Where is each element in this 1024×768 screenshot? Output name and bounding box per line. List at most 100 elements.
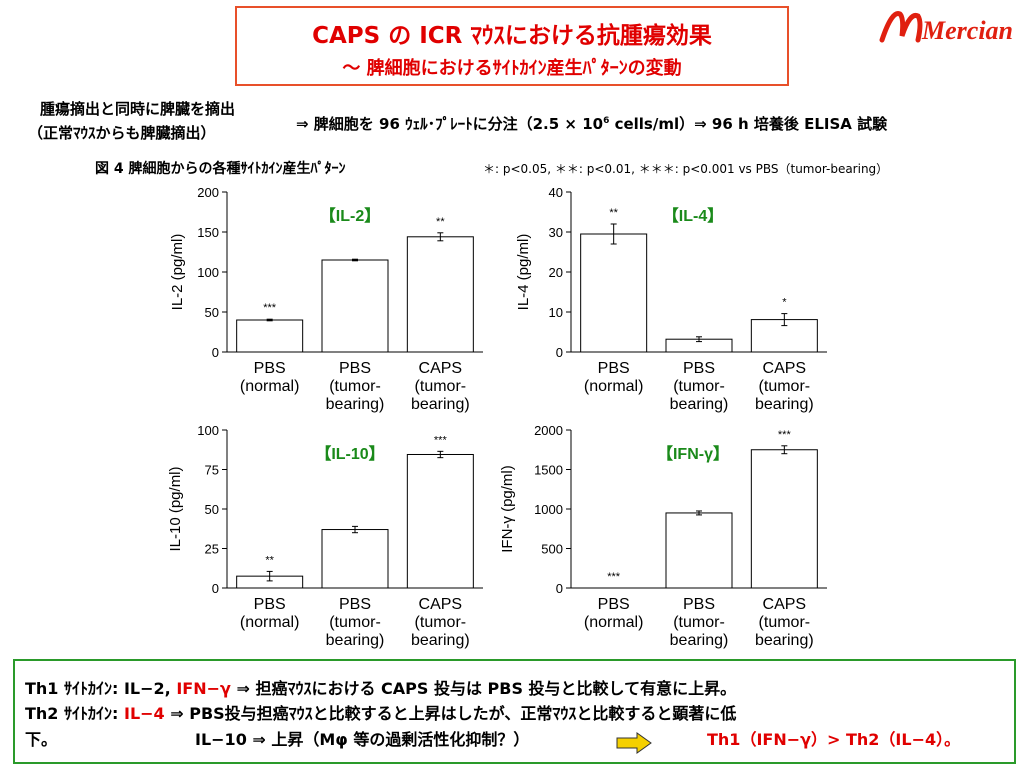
x-tick-label: (tumor- [415,378,467,395]
chart-title: 【IL-2】 [320,207,380,225]
figure-caption: 図 4 脾細胞からの各種ｻｲﾄｶｲﾝ産生ﾊﾟﾀｰﾝ [95,161,346,177]
method-line-3: ⇒ 脾細胞を 96 ｳｪﾙ･ﾌﾟﾚｰﾄに分注（2.5 × 106 cells/m… [296,113,887,134]
method-line-3-exponent: 6 [603,116,610,126]
x-tick-label: (tumor- [329,378,381,395]
y-tick-label: 30 [549,225,563,240]
x-tick-label: bearing) [670,632,729,649]
x-tick-label: (tumor- [759,614,811,631]
x-tick-label: CAPS [419,596,463,613]
x-tick-label: bearing) [411,632,470,649]
conclusion-th1-vs-th2: Th1（IFN−γ）> Th2（IL−4）。 [707,726,960,750]
conclusion-th1-result: ⇒ 担癌ﾏｳｽにおける CAPS 投与は PBS 投与と比較して有意に上昇。 [230,679,737,698]
y-tick-label: 50 [205,305,219,320]
y-tick-label: 500 [541,542,563,557]
conclusion-th2-label: Th2 ｻｲﾄｶｲﾝ: [25,704,124,723]
x-tick-label: CAPS [763,596,807,613]
y-tick-label: 100 [197,265,219,280]
y-tick-label: 40 [549,185,563,200]
bar [321,259,389,353]
chart-title: 【IL-10】 [315,445,384,463]
x-tick-label: PBS [598,596,630,613]
page-title: CAPS の ICR ﾏｳｽにおける抗腫瘍効果 [312,23,712,49]
x-tick-label: bearing) [755,632,814,649]
significance-mark: ** [436,216,445,228]
y-tick-label: 0 [556,345,563,360]
significance-mark: *** [434,434,448,446]
x-tick-label: (tumor- [673,614,725,631]
x-tick-label: bearing) [326,632,385,649]
significance-mark: ** [265,554,274,566]
conclusion-line-1: Th1 ｻｲﾄｶｲﾝ: IL−2, IFN−γ ⇒ 担癌ﾏｳｽにおける CAPS… [25,675,736,699]
conclusion-period: 。 [944,730,961,749]
bar [665,512,733,589]
x-tick-label: PBS [683,360,715,377]
y-tick-label: 20 [549,265,563,280]
x-tick-label: CAPS [419,360,463,377]
x-tick-label: PBS [598,360,630,377]
significance-note: ＊: p<0.05, ＊＊: p<0.01, ＊＊＊: p<0.001 vs P… [483,162,889,176]
mercian-logo: Mercian [879,11,1013,45]
y-axis-label: IFN-γ (pg/ml) [499,465,516,553]
y-tick-label: 10 [549,305,563,320]
x-tick-label: PBS [254,360,286,377]
y-tick-label: 25 [205,542,219,557]
y-tick-label: 0 [556,581,563,596]
conclusion-th2-result: ⇒ PBS投与担癌ﾏｳｽと比較すると上昇はしたが、正常ﾏｳｽと比較すると顕著に低 [164,704,737,723]
y-tick-label: 0 [212,581,219,596]
x-tick-label: PBS [254,596,286,613]
conclusion-ifn-gamma: IFN−γ [176,679,231,698]
right-arrow-icon [616,732,652,754]
x-tick-label: bearing) [411,396,470,413]
x-tick-label: PBS [339,360,371,377]
x-tick-label: bearing) [670,396,729,413]
y-axis-label: IL-2 (pg/ml) [169,234,186,311]
bar [406,453,474,589]
x-tick-label: (normal) [240,378,300,395]
significance-mark: * [782,297,787,309]
y-tick-label: 1000 [534,502,563,517]
x-tick-label: bearing) [755,396,814,413]
conclusion-line-3-start: 下。 [25,730,58,749]
page-subtitle: ～ 脾細胞におけるｻｲﾄｶｲﾝ産生ﾊﾟﾀｰﾝの変動 [342,58,682,79]
y-tick-label: 1500 [534,463,563,478]
x-tick-label: (tumor- [759,378,811,395]
bar [321,529,389,589]
bar [750,449,818,589]
x-tick-label: PBS [683,596,715,613]
conclusion-box: Th1 ｻｲﾄｶｲﾝ: IL−2, IFN−γ ⇒ 担癌ﾏｳｽにおける CAPS… [13,659,1016,764]
bar [236,319,304,353]
y-axis-label: IL-10 (pg/ml) [167,466,184,551]
significance-mark: *** [607,571,621,583]
conclusion-il10: IL−10 ⇒ 上昇（Mφ 等の過剰活性化抑制？） [195,730,530,749]
y-tick-label: 200 [197,185,219,200]
y-tick-label: 75 [205,463,219,478]
bar [406,236,474,353]
x-tick-label: (tumor- [673,378,725,395]
method-line-2: （正常ﾏｳｽからも脾臓摘出） [28,124,216,142]
x-tick-label: (normal) [584,614,644,631]
logo-text: Mercian [921,16,1013,45]
significance-mark: *** [263,302,277,314]
y-tick-label: 100 [197,423,219,438]
x-tick-label: (normal) [240,614,300,631]
y-tick-label: 150 [197,225,219,240]
chart-title: 【IFN-γ】 [657,445,729,463]
chart-title: 【IL-4】 [663,207,723,225]
conclusion-th1-label: Th1 ｻｲﾄｶｲﾝ: IL−2, [25,679,177,698]
x-tick-label: (tumor- [415,614,467,631]
method-line-1: 腫瘍摘出と同時に脾臓を摘出 [40,100,236,118]
conclusion-il4: IL−4 [123,704,165,723]
conclusion-line-2: Th2 ｻｲﾄｶｲﾝ: IL−4 ⇒ PBS投与担癌ﾏｳｽと比較すると上昇はした… [25,700,736,724]
method-line-3-prefix: ⇒ 脾細胞を 96 ｳｪﾙ･ﾌﾟﾚｰﾄに分注（2.5 × 10 [296,115,604,133]
conclusion-th1-gt-th2: Th1（IFN−γ）> Th2（IL−4） [707,730,945,749]
method-line-3-suffix: cells/ml）⇒ 96 h 培養後 ELISA 試験 [609,115,888,133]
y-axis-label: IL-4 (pg/ml) [515,234,532,311]
y-tick-label: 0 [212,345,219,360]
x-tick-label: CAPS [763,360,807,377]
y-tick-label: 50 [205,502,219,517]
x-tick-label: (tumor- [329,614,381,631]
x-tick-label: (normal) [584,378,644,395]
y-tick-label: 2000 [534,423,563,438]
bar [580,233,648,353]
